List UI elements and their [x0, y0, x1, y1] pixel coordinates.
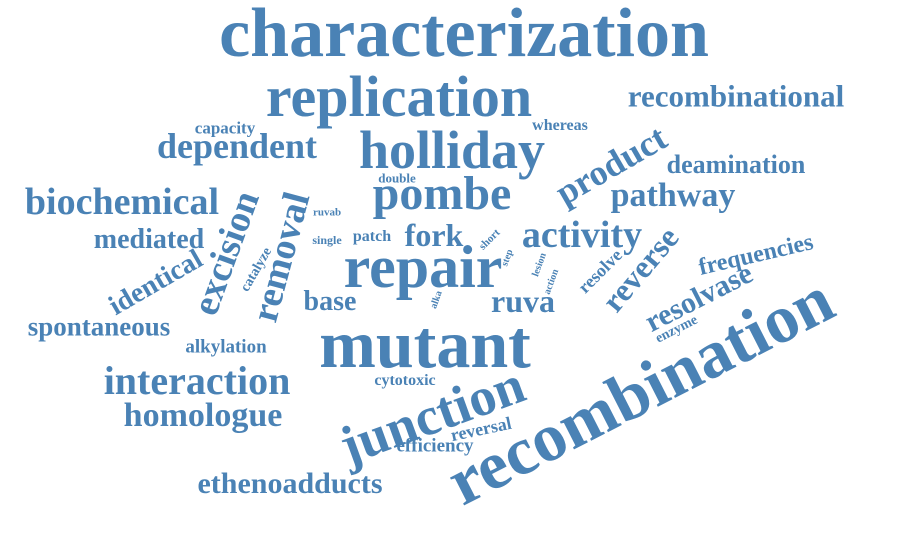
- word-activity: activity: [521, 214, 643, 256]
- word-step: step: [499, 247, 516, 268]
- word-double: double: [378, 170, 416, 186]
- word-pombe: pombe: [372, 167, 512, 220]
- word-spontaneous: spontaneous: [27, 311, 171, 342]
- word-capacity: capacity: [194, 118, 256, 138]
- word-characterization: characterization: [219, 0, 709, 72]
- word-ethenoadducts: ethenoadducts: [197, 467, 383, 500]
- word-alkylation: alkylation: [185, 336, 267, 358]
- word-biochemical: biochemical: [24, 181, 220, 223]
- word-efficiency: efficiency: [396, 435, 474, 457]
- word-replication: replication: [265, 64, 533, 129]
- word-single: single: [312, 233, 342, 247]
- word-fork: fork: [404, 217, 464, 253]
- word-mediated: mediated: [93, 224, 205, 255]
- word-whereas: whereas: [532, 117, 588, 134]
- word-patch: patch: [352, 228, 392, 245]
- word-repair: repair: [343, 234, 503, 300]
- word-recombinational: recombinational: [627, 78, 845, 114]
- word-holliday: holliday: [358, 120, 546, 180]
- word-base: base: [303, 286, 357, 317]
- word-deamination: deamination: [666, 150, 806, 179]
- word-homologue: homologue: [123, 397, 283, 434]
- word-ruvab: ruvab: [312, 206, 342, 219]
- word-cytotoxic: cytotoxic: [374, 372, 436, 389]
- word-pathway: pathway: [610, 177, 736, 214]
- word-dependent: dependent: [156, 126, 318, 166]
- word-interaction: interaction: [103, 358, 291, 403]
- word-mutant: mutant: [319, 306, 531, 382]
- word-ruva: ruva: [491, 283, 555, 319]
